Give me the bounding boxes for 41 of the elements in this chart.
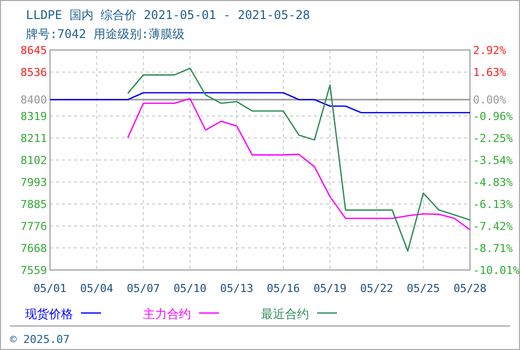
y2-tick-label: 2.92% (473, 44, 506, 57)
x-tick-label: 05/28 (453, 282, 487, 295)
legend-label: 主力合约 (143, 307, 191, 321)
y2-tick-label: -10.01% (473, 264, 520, 277)
x-tick-label: 05/13 (220, 282, 254, 295)
y-tick-label: 7885 (20, 198, 47, 211)
line-series (49, 92, 471, 114)
x-tick-label: 05/10 (173, 282, 207, 295)
y2-tick-label: -7.42% (473, 220, 514, 233)
y2-tick-label: 0.00% (473, 94, 506, 107)
y-tick-label: 7776 (20, 220, 47, 234)
text: © 2025.07 (10, 333, 70, 346)
legend-label: 最近合约 (261, 307, 309, 321)
line-series (127, 98, 471, 231)
y2-tick-label: -3.54% (473, 154, 514, 167)
x-tick-label: 05/07 (126, 282, 160, 295)
y-tick-label: 8319 (20, 110, 47, 124)
y2-tick-label: -8.71% (473, 242, 514, 255)
y-tick-label: 8400 (20, 94, 47, 107)
y2-tick-label: -4.83% (473, 176, 514, 189)
x-tick-label: 05/22 (360, 282, 394, 295)
x-tick-label: 05/16 (266, 282, 300, 295)
y-tick-label: 8102 (20, 154, 47, 167)
line-series (127, 68, 471, 252)
x-tick-label: 05/01 (33, 282, 67, 295)
x-tick-label: 05/25 (406, 282, 440, 295)
y-tick-label: 7668 (20, 242, 47, 255)
y2-tick-label: 1.63% (473, 66, 506, 79)
y2-tick-label: -6.13% (473, 198, 514, 211)
y-tick-label: 7993 (20, 176, 47, 190)
x-tick-label: 05/04 (80, 282, 114, 295)
y-tick-label: 8645 (20, 44, 47, 57)
y-tick-label: 8536 (20, 66, 47, 80)
chart-title: LLDPE 国内 综合价 2021-05-01 - 2021-05-28 (26, 8, 310, 22)
y2-tick-label: -2.25% (473, 132, 514, 145)
x-tick-label: 05/19 (313, 282, 347, 295)
legend-label: 现货价格 (25, 307, 73, 321)
chart-subtitle: 牌号:7042 用途级别:薄膜级 (26, 27, 185, 41)
y2-tick-label: -0.96% (473, 110, 514, 124)
y-tick-label: 8211 (20, 132, 47, 145)
y-tick-label: 7559 (20, 264, 47, 277)
